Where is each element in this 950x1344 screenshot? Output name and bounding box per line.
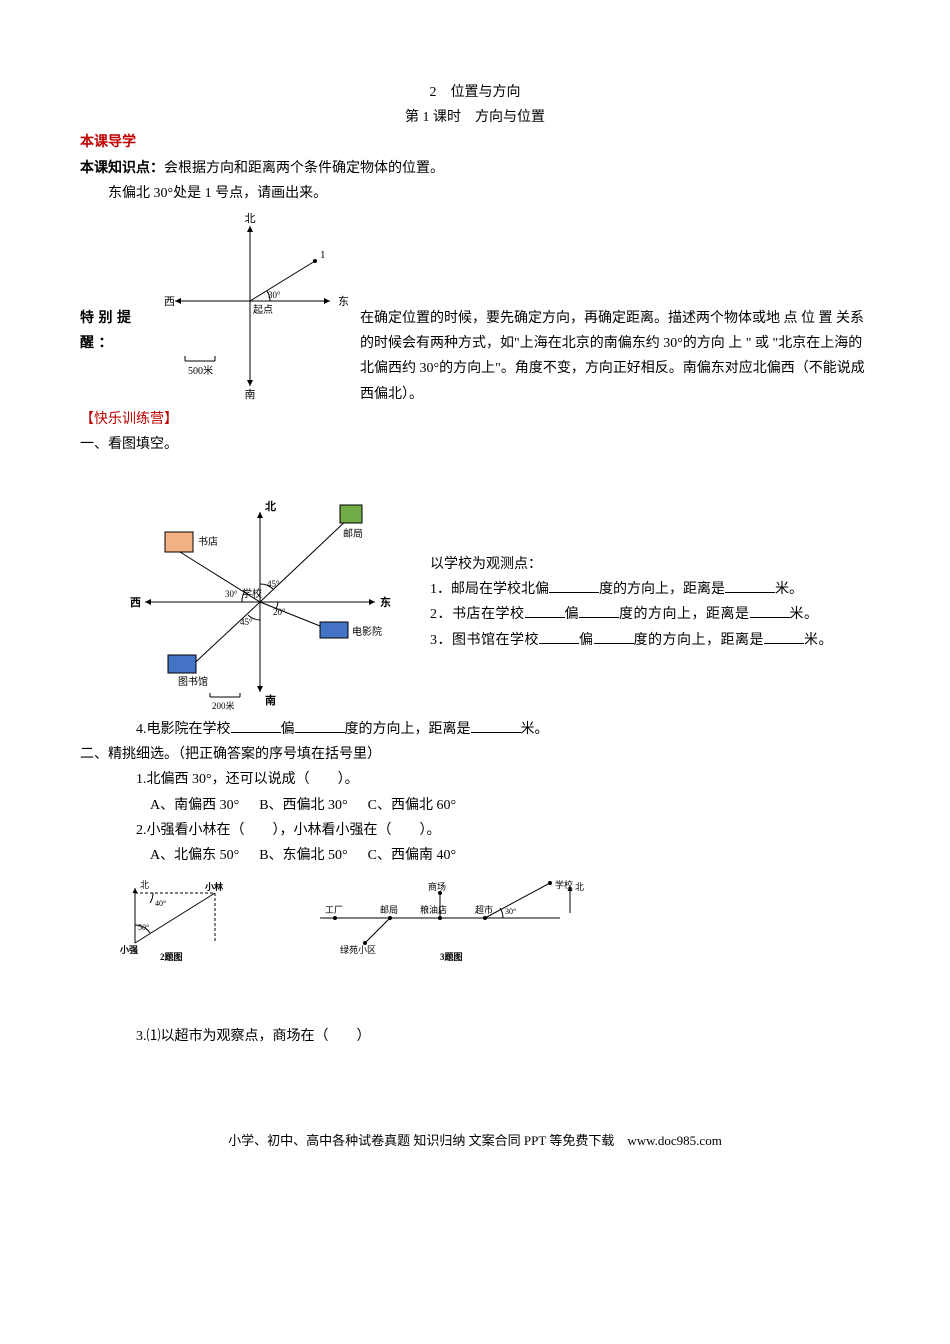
- svg-text:电影院: 电影院: [352, 625, 382, 638]
- svg-text:南: 南: [265, 693, 276, 707]
- svg-text:45°: 45°: [267, 579, 280, 589]
- section1-label: 本课导学: [80, 135, 136, 150]
- part2-title: 二、精挑细选。（把正确答案的序号填在括号里）: [80, 742, 870, 767]
- title-line2: 第 1 课时 方向与位置: [80, 105, 870, 130]
- svg-text:学校: 学校: [242, 587, 262, 600]
- p1-q4: 4.电影院在学校偏度的方向上，距离是米。: [80, 717, 870, 742]
- svg-text:50°: 50°: [138, 923, 149, 932]
- svg-text:北: 北: [575, 882, 584, 892]
- p1-q2: 2．书店在学校偏度的方向上，距离是米。: [430, 602, 870, 627]
- svg-text:东: 东: [380, 595, 391, 609]
- svg-text:邮局: 邮局: [343, 527, 363, 540]
- svg-text:小强: 小强: [120, 944, 138, 955]
- diagram4: 北 工厂 邮局 粮油店 超市 商场 学校 绿苑小区 30° 3题图: [310, 878, 630, 963]
- svg-text:45°: 45°: [240, 617, 253, 627]
- part1-title: 一、看图填空。: [80, 432, 870, 457]
- p2-q3: 3.⑴以超市为观察点，商场在（ ）: [80, 1024, 870, 1049]
- svg-text:粮油店: 粮油店: [420, 904, 447, 915]
- p1-lead: 以学校为观测点：: [430, 552, 870, 577]
- svg-text:绿苑小区: 绿苑小区: [340, 944, 376, 955]
- svg-text:30°: 30°: [225, 589, 238, 599]
- reminder-text: 在确定位置的时候，要先确定方向，再确定距离。描述两个物体或地 点 位 置 关系的…: [360, 311, 865, 402]
- svg-text:超市: 超市: [475, 904, 493, 915]
- svg-text:200米: 200米: [212, 700, 235, 711]
- p2-q2: 2.小强看小林在（ ），小林看小强在（ ）。: [80, 818, 870, 843]
- p2-q1: 1.北偏西 30°，还可以说成（ ）。: [80, 767, 870, 792]
- svg-text:1: 1: [320, 249, 326, 261]
- svg-text:北: 北: [140, 880, 149, 890]
- p2-q1-options: A、南偏西 30°B、西偏北 30°C、西偏北 60°: [80, 793, 870, 818]
- knowledge-text: 会根据方向和距离两个条件确定物体的位置。: [164, 161, 444, 176]
- svg-text:30°: 30°: [505, 907, 516, 916]
- svg-text:20°: 20°: [273, 607, 286, 617]
- svg-text:北: 北: [265, 499, 276, 513]
- svg-text:学校: 学校: [555, 879, 573, 890]
- p2-q2-options: A、北偏东 50°B、东偏北 50°C、西偏南 40°: [80, 843, 870, 868]
- svg-text:东: 东: [338, 295, 349, 308]
- diagram1: 北 南 东 西 起点 1 30° 500米: [150, 206, 350, 406]
- diagram3: 北 小强 小林 40° 50° 2题图: [120, 878, 250, 963]
- svg-text:40°: 40°: [155, 899, 166, 908]
- diagram2: 北 南 东 西 学校 书店 邮局 图书馆 电影院 30° 45° 20° 45°…: [120, 497, 420, 717]
- knowledge-label: 本课知识点：: [80, 161, 164, 176]
- svg-text:小林: 小林: [204, 881, 224, 892]
- svg-text:500米: 500米: [188, 364, 213, 377]
- svg-text:图书馆: 图书馆: [178, 675, 208, 688]
- svg-text:工厂: 工厂: [325, 905, 343, 915]
- section2-label: 【快乐训练营】: [80, 412, 178, 427]
- svg-text:西: 西: [164, 296, 175, 308]
- footer: 小学、初中、高中各种试卷真题 知识归纳 文案合同 PPT 等免费下载 www.d…: [80, 1129, 870, 1152]
- svg-text:商场: 商场: [428, 881, 446, 892]
- reminder-label: 特 别 提 醒 ：: [80, 306, 140, 356]
- svg-text:书店: 书店: [198, 535, 218, 548]
- svg-text:西: 西: [130, 596, 141, 609]
- svg-text:起点: 起点: [253, 304, 273, 316]
- svg-text:邮局: 邮局: [380, 904, 398, 915]
- p1-q3: 3．图书馆在学校偏度的方向上，距离是米。: [430, 628, 870, 653]
- svg-text:北: 北: [245, 212, 256, 225]
- svg-text:3题图: 3题图: [440, 952, 463, 962]
- svg-text:南: 南: [245, 388, 256, 401]
- svg-text:2题图: 2题图: [160, 952, 183, 962]
- svg-text:30°: 30°: [268, 290, 281, 300]
- title-line1: 2 位置与方向: [80, 80, 870, 105]
- example-prompt: 东偏北 30°处是 1 号点，请画出来。: [80, 181, 870, 206]
- p1-q1: 1．邮局在学校北偏度的方向上，距离是米。: [430, 577, 870, 602]
